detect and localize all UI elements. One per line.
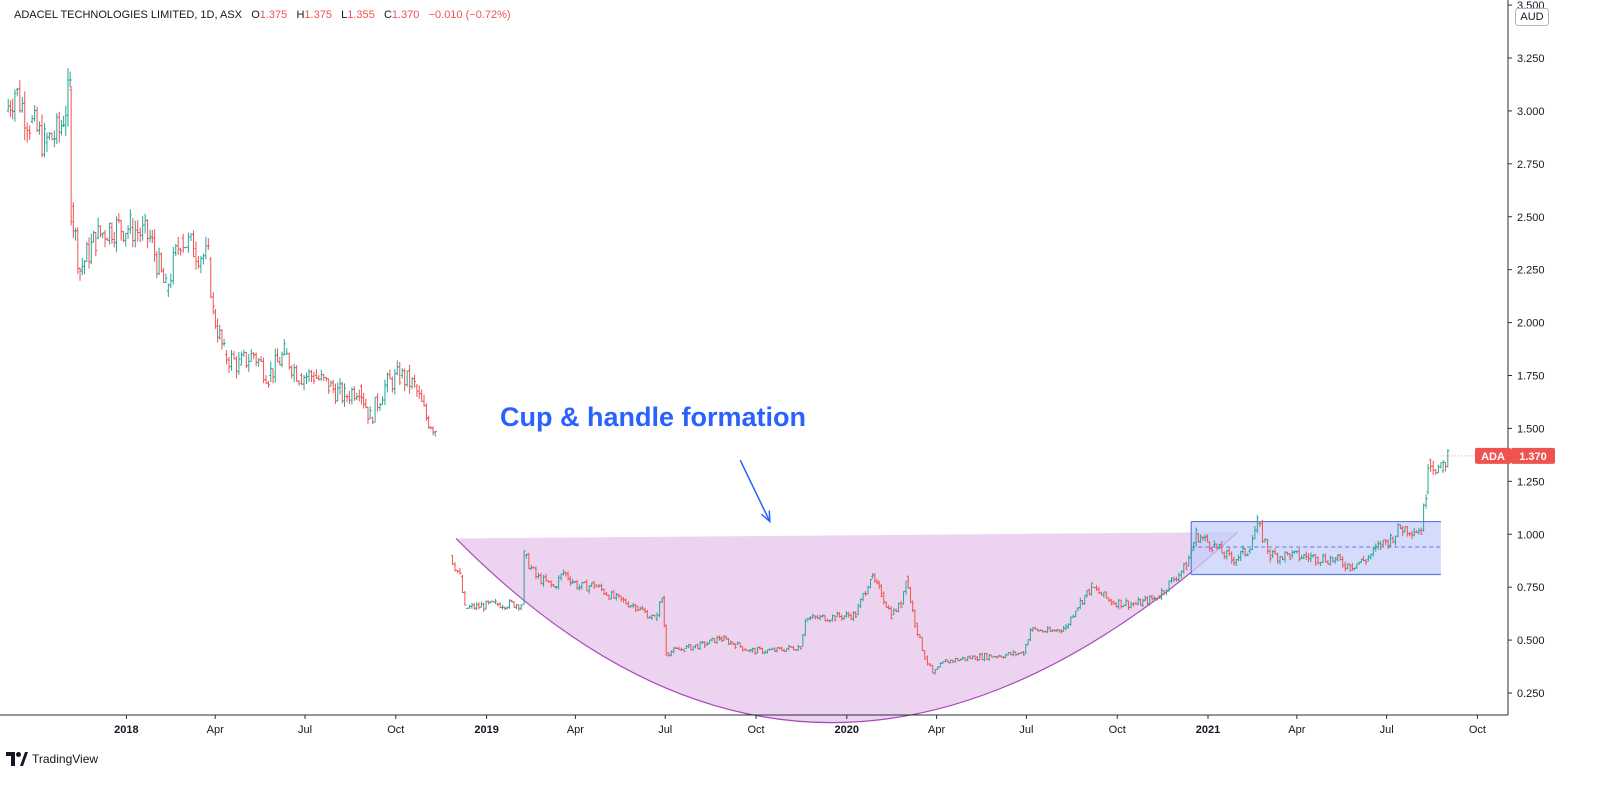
y-tick-label: 2.500 bbox=[1517, 212, 1545, 224]
ticker-badge bbox=[1475, 447, 1511, 464]
price-badge bbox=[1511, 447, 1555, 464]
y-tick-label: 1.250 bbox=[1517, 476, 1545, 488]
handle-box bbox=[1190, 520, 1441, 576]
cup-fill bbox=[456, 532, 1238, 723]
price-label: 1.370 bbox=[1519, 451, 1547, 463]
symbol-header: ADACEL TECHNOLOGIES LIMITED, 1D, ASX O1.… bbox=[14, 9, 511, 21]
x-tick-label: 2019 bbox=[474, 724, 498, 736]
cup-formation bbox=[455, 531, 1239, 724]
cup-curve bbox=[455, 531, 1239, 724]
x-tick-label: Oct bbox=[747, 724, 764, 736]
x-tick-label: Jul bbox=[1380, 724, 1394, 736]
annotation-arrow bbox=[739, 459, 771, 524]
x-tick-label: 2020 bbox=[835, 724, 859, 736]
x-tick-label: Jul bbox=[1019, 724, 1033, 736]
y-tick-label: 0.250 bbox=[1517, 688, 1545, 700]
low-value: 1.355 bbox=[347, 9, 375, 21]
x-tick-label: Apr bbox=[567, 724, 584, 736]
currency-button[interactable]: AUD bbox=[1515, 8, 1549, 26]
y-tick-label: 0.750 bbox=[1517, 582, 1545, 594]
y-tick-label: 3.250 bbox=[1517, 53, 1545, 65]
ticker-label: ADA bbox=[1481, 451, 1505, 463]
close-label: C bbox=[383, 9, 392, 21]
x-tick-label: Oct bbox=[387, 724, 404, 736]
price-bars bbox=[6, 68, 1450, 675]
x-tick-label: 2021 bbox=[1196, 724, 1220, 736]
open-value: 1.375 bbox=[259, 9, 288, 21]
low-label: L bbox=[341, 9, 348, 21]
x-tick-label: Oct bbox=[1469, 724, 1486, 736]
annotation-text[interactable]: Cup & handle formation bbox=[500, 402, 806, 432]
x-tick-label: Apr bbox=[1288, 724, 1305, 736]
tradingview-logo[interactable]: TradingView bbox=[6, 752, 98, 766]
symbol-name[interactable]: ADACEL TECHNOLOGIES LIMITED, 1D, ASX bbox=[14, 9, 243, 21]
y-tick-label: 2.250 bbox=[1517, 265, 1545, 277]
x-tick-label: 2018 bbox=[114, 724, 138, 736]
y-tick-label: 2.000 bbox=[1517, 318, 1545, 330]
x-tick-label: Oct bbox=[1109, 724, 1126, 736]
handle-box-fill bbox=[1191, 521, 1441, 575]
close-value: 1.370 bbox=[391, 9, 420, 21]
last-price-tag[interactable]: ADA 1.370 bbox=[1475, 447, 1555, 464]
change-value: −0.010 (−0.72%) bbox=[428, 9, 511, 21]
arrow-shaft bbox=[739, 459, 771, 522]
y-tick-label: 3.000 bbox=[1517, 106, 1545, 118]
y-tick-label: 1.750 bbox=[1517, 371, 1545, 383]
arrow-head bbox=[761, 510, 771, 524]
high-value: 1.375 bbox=[304, 9, 332, 21]
y-tick-label: 0.500 bbox=[1517, 635, 1545, 647]
open-label: O bbox=[251, 9, 260, 21]
brand-name: TradingView bbox=[32, 752, 99, 766]
high-label: H bbox=[296, 9, 305, 21]
y-tick-label: 1.000 bbox=[1517, 529, 1545, 541]
x-tick-label: Jul bbox=[658, 724, 672, 736]
x-tick-label: Apr bbox=[207, 724, 224, 736]
y-tick-label: 2.750 bbox=[1517, 159, 1545, 171]
x-tick-label: Apr bbox=[928, 724, 945, 736]
x-tick-label: Jul bbox=[298, 724, 312, 736]
y-tick-label: 1.500 bbox=[1517, 423, 1545, 435]
tradingview-icon bbox=[6, 752, 28, 766]
axes: 3.5003.2503.0002.7502.5002.2502.0001.750… bbox=[0, 0, 1555, 736]
